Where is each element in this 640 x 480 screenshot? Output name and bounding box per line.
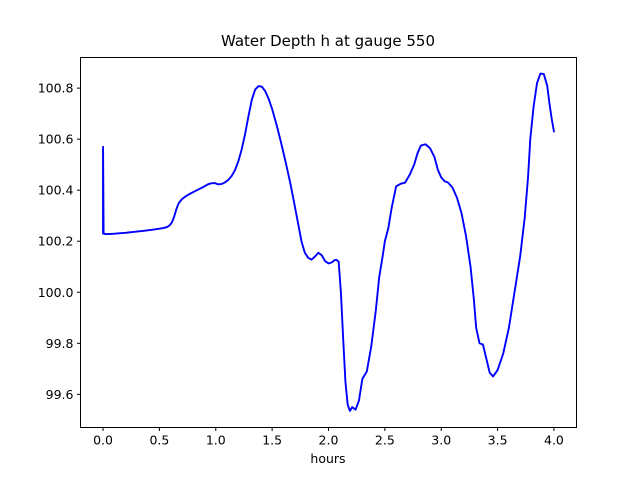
x-axis-ticks: 0.0 0.5 1.0 1.5 2.0 2.5 3.0 3.5 4.0 xyxy=(93,427,564,448)
y-tick-label: 100.4 xyxy=(38,183,74,198)
x-tick-label: 2.0 xyxy=(319,433,339,448)
x-tick-label: 1.0 xyxy=(206,433,226,448)
data-series-group xyxy=(102,72,555,412)
chart-title: Water Depth h at gauge 550 xyxy=(221,32,435,50)
x-tick-label: 4.0 xyxy=(544,433,564,448)
y-tick-label: 100.6 xyxy=(38,132,74,147)
y-axis-ticks: 99.6 99.8 100.0 100.2 100.4 100.6 100.8 xyxy=(38,81,81,402)
data-line-h xyxy=(102,72,555,412)
y-tick-label: 99.8 xyxy=(46,336,74,351)
x-tick-label: 1.5 xyxy=(262,433,282,448)
x-tick-label: 0.5 xyxy=(149,433,169,448)
x-tick-label: 3.5 xyxy=(488,433,508,448)
x-axis-label: hours xyxy=(310,451,345,466)
x-tick-label: 2.5 xyxy=(375,433,395,448)
y-tick-label: 100.2 xyxy=(38,234,74,249)
y-tick-label: 100.0 xyxy=(38,285,74,300)
x-tick-label: 0.0 xyxy=(93,433,113,448)
y-tick-label: 100.8 xyxy=(38,81,74,96)
axes-frame xyxy=(80,57,577,428)
x-tick-label: 3.0 xyxy=(431,433,451,448)
y-tick-label: 99.6 xyxy=(46,387,74,402)
